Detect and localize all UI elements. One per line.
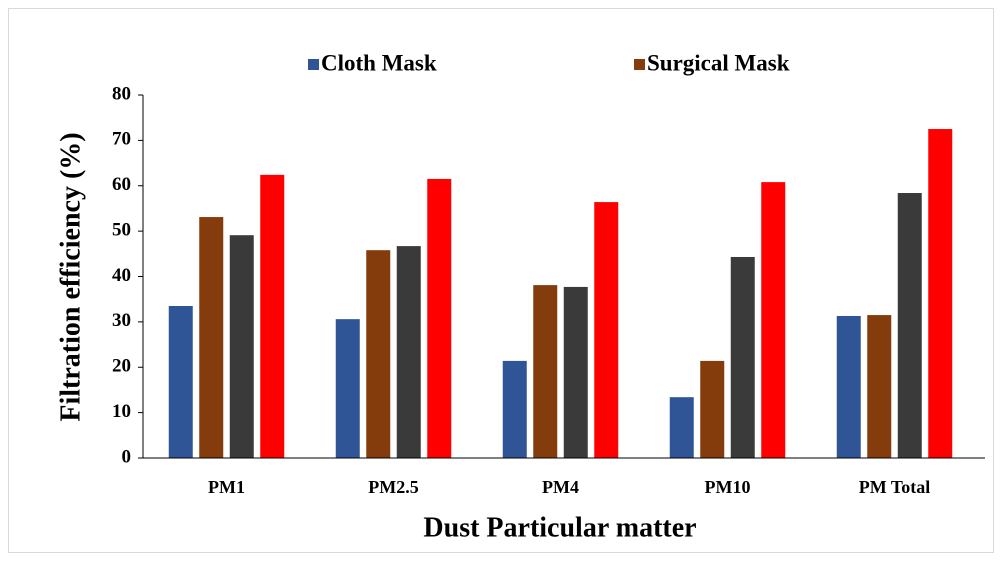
- y-tick-label: 40: [112, 265, 131, 286]
- bar: [761, 182, 786, 458]
- bar: [366, 250, 391, 458]
- x-axis-title: Dust Particular matter: [423, 512, 696, 543]
- bar: [396, 246, 421, 458]
- legend-swatch: [308, 59, 319, 70]
- x-tick-label: PM1: [208, 477, 245, 497]
- bar: [427, 178, 452, 458]
- y-tick-label: 60: [112, 174, 131, 195]
- y-tick-label: 10: [112, 401, 131, 422]
- y-tick-label: 70: [112, 129, 131, 150]
- bar: [502, 360, 527, 458]
- x-tick-label: PM4: [542, 477, 579, 497]
- bar: [669, 397, 694, 458]
- chart-frame: [8, 8, 994, 553]
- x-tick-label: PM Total: [859, 477, 931, 497]
- bar: [867, 315, 892, 458]
- legend-swatch: [634, 59, 645, 70]
- y-tick-label: 20: [112, 356, 131, 377]
- bar: [563, 286, 588, 458]
- bar: [199, 217, 224, 458]
- y-tick-label: 50: [112, 219, 131, 240]
- x-tick-label: PM10: [705, 477, 751, 497]
- bar: [260, 174, 285, 459]
- bar: [335, 319, 360, 458]
- bar: [730, 256, 755, 458]
- bar: [897, 193, 922, 458]
- legend-label: Surgical Mask: [647, 50, 790, 75]
- bar: [168, 305, 193, 458]
- bar: [836, 315, 861, 458]
- legend-label: Cloth Mask: [321, 50, 437, 75]
- bar: [229, 235, 254, 458]
- y-tick-label: 80: [112, 83, 131, 104]
- bar: [533, 285, 558, 458]
- y-axis-title: Filtration efficiency (%): [55, 132, 86, 421]
- bar: [594, 202, 619, 458]
- bar: [700, 360, 725, 458]
- y-tick-label: 30: [112, 310, 131, 331]
- x-tick-label: PM2.5: [368, 477, 418, 497]
- y-tick-label: 0: [122, 446, 132, 467]
- bar: [928, 129, 953, 458]
